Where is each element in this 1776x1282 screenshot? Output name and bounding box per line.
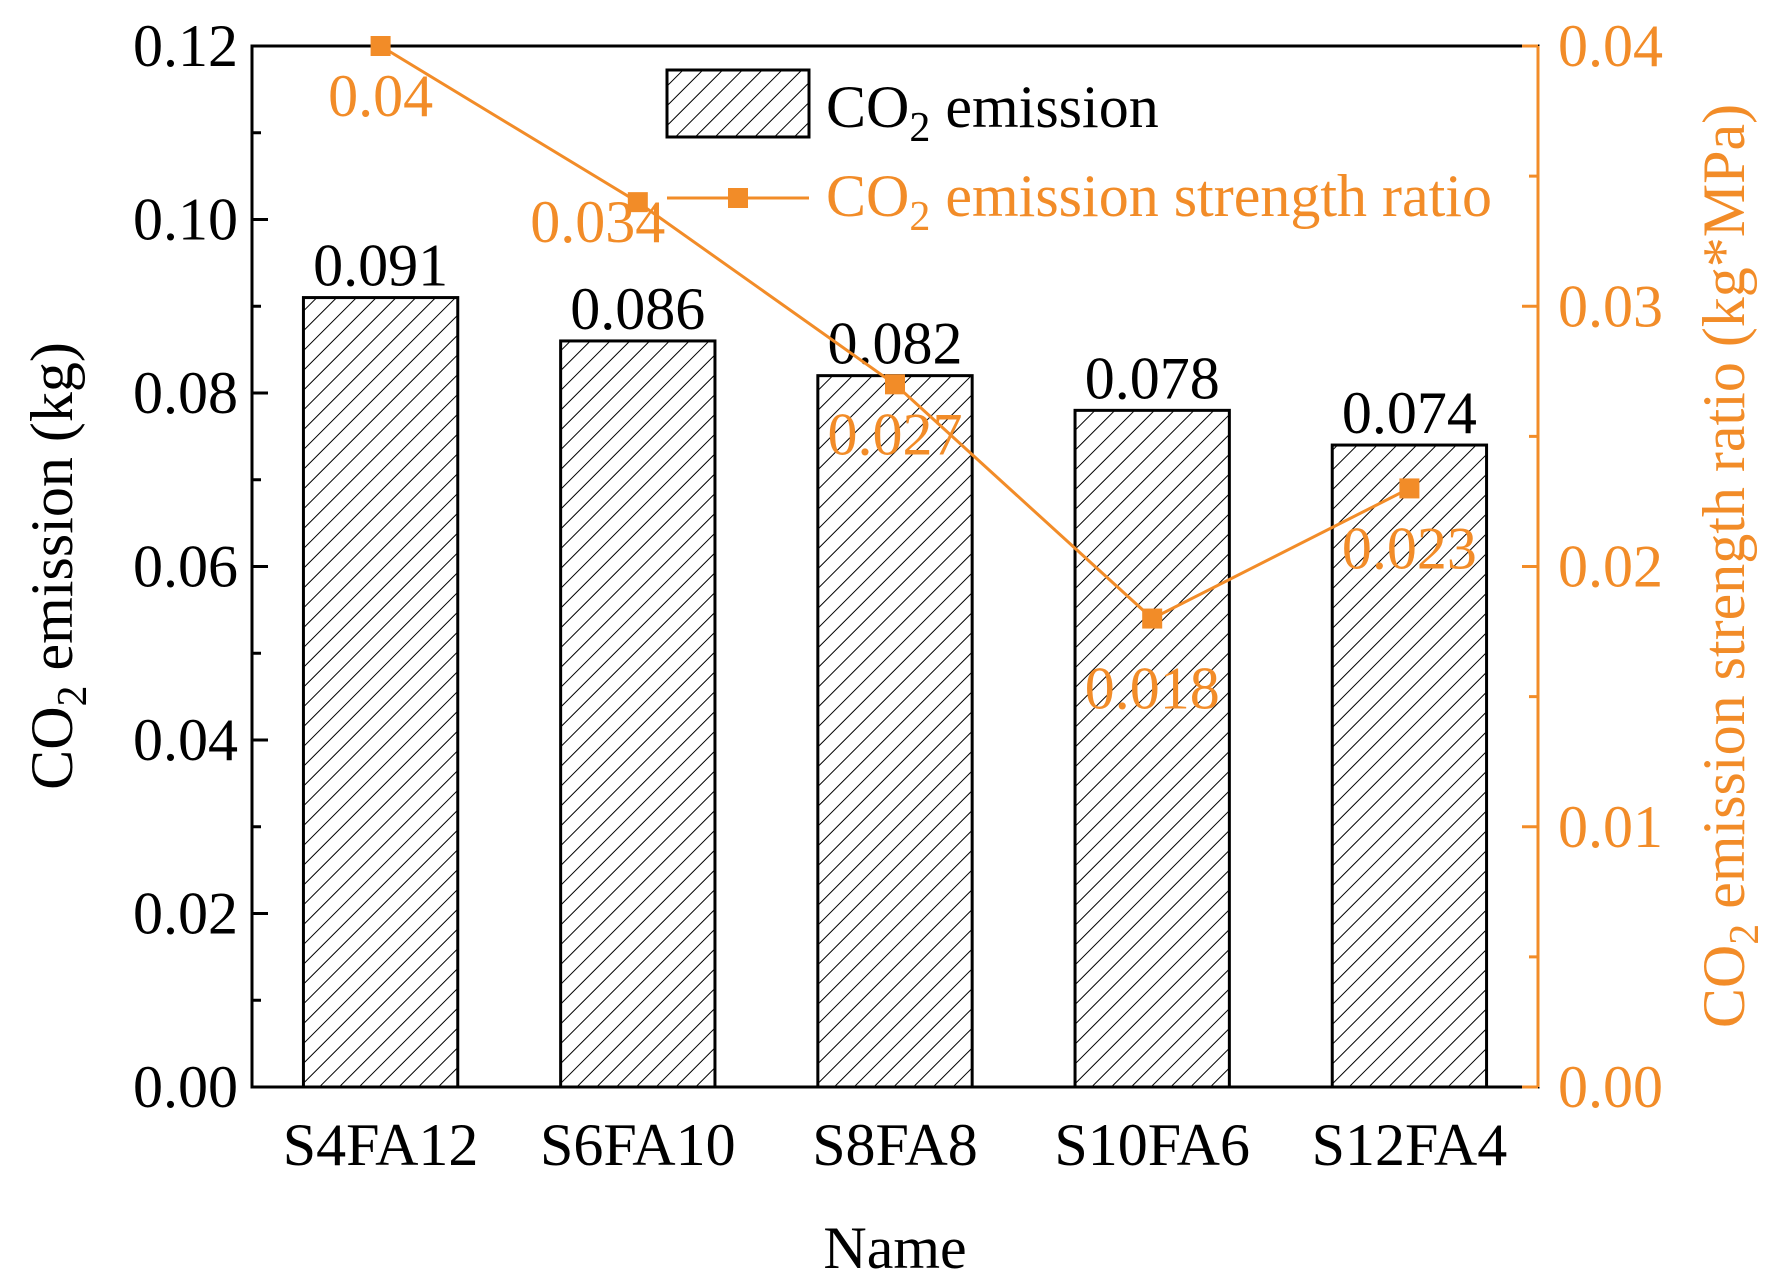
line-marker [1142, 608, 1163, 629]
y-tick-label: 0.08 [133, 360, 238, 426]
bar [816, 374, 974, 1089]
line-data-label: 0.04 [328, 63, 433, 129]
legend-bar-swatch [665, 68, 811, 139]
x-axis-title: Name [823, 1215, 966, 1281]
y2-axis-title: CO2 emission strength ratio (kg*MPa) [1691, 104, 1768, 1028]
bar [1073, 408, 1231, 1089]
x-tick-label: S4FA12 [283, 1112, 479, 1178]
legend-line-marker [728, 188, 748, 208]
x-tick-label: S10FA6 [1054, 1112, 1250, 1178]
y2-tick-label: 0.03 [1558, 273, 1663, 339]
bar-series [301, 296, 1489, 1089]
bar [1330, 443, 1489, 1089]
bar-data-labels: 0.091 0.086 0.082 0.078 0.074 [313, 233, 1477, 446]
x-tick-label: S6FA10 [540, 1112, 736, 1178]
line-data-label: 0.034 [530, 189, 665, 255]
bar-data-label: 0.082 [828, 311, 963, 377]
y-tick-label: 0.00 [133, 1054, 238, 1120]
line-data-label: 0.027 [828, 401, 963, 467]
y-tick-label: 0.02 [133, 881, 238, 947]
y-axis-title: CO2 emission (kg) [19, 342, 96, 790]
x-axis-ticks: S4FA12 S6FA10 S8FA8 S10FA6 S12FA4 [283, 1071, 1507, 1178]
line-data-label: 0.018 [1085, 656, 1220, 722]
bar [301, 296, 460, 1089]
bar-data-label: 0.074 [1342, 380, 1477, 446]
x-tick-label: S8FA8 [812, 1112, 978, 1178]
legend-line-label: CO2 emission strength ratio [826, 163, 1492, 240]
line-data-label: 0.023 [1342, 515, 1477, 581]
y-tick-label: 0.06 [133, 534, 238, 600]
line-series [370, 36, 1420, 629]
x-tick-label: S12FA4 [1312, 1112, 1508, 1178]
y2-tick-label: 0.01 [1558, 794, 1663, 860]
line-marker [885, 374, 905, 395]
line-marker [627, 192, 648, 213]
legend-bar-label: CO2 emission [826, 74, 1159, 151]
y-tick-label: 0.10 [133, 187, 238, 253]
line-marker [370, 36, 391, 56]
bar-data-label: 0.078 [1085, 345, 1220, 411]
bar-data-label: 0.091 [313, 233, 448, 299]
line-data-labels: 0.04 0.034 0.027 0.018 0.023 [328, 63, 1477, 722]
y-tick-label: 0.12 [133, 13, 238, 79]
bar [559, 339, 717, 1089]
line-marker [1399, 478, 1420, 499]
bar-data-label: 0.086 [570, 276, 705, 342]
right-axis-ticks: 0.00 0.01 0.02 0.03 0.04 [1522, 13, 1663, 1120]
y-tick-label: 0.04 [133, 707, 238, 773]
y2-tick-label: 0.00 [1558, 1054, 1663, 1120]
left-axis-ticks: 0.00 0.02 0.04 0.06 0.08 0.10 0.12 [133, 13, 268, 1120]
y2-tick-label: 0.02 [1558, 534, 1663, 600]
legend: CO2 emission CO2 emission strength ratio [665, 68, 1492, 240]
y2-tick-label: 0.04 [1558, 13, 1663, 79]
